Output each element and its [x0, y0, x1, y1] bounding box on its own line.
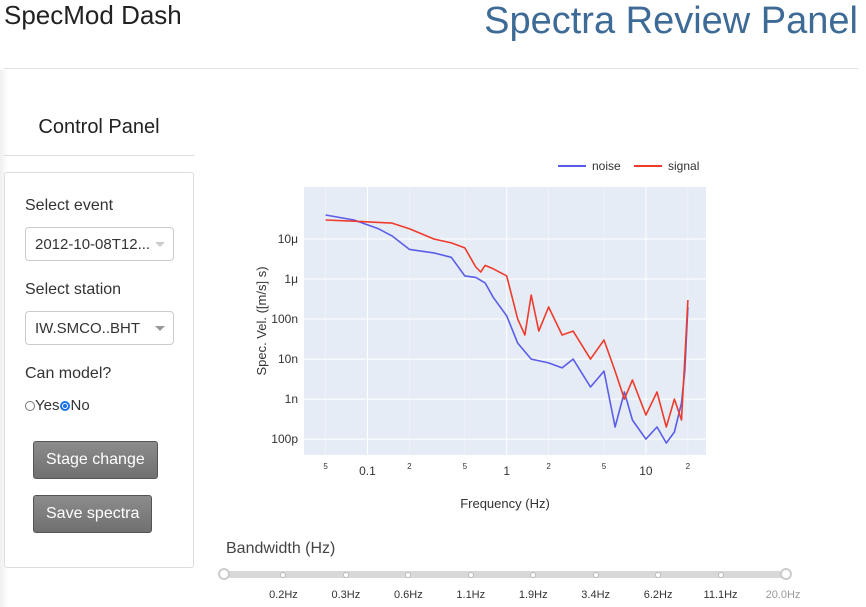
x-tick-label: 10: [639, 464, 653, 478]
bandwidth-label: Bandwidth (Hz): [226, 540, 336, 557]
bandwidth-slider-dot: [342, 572, 349, 578]
bandwidth-mark[interactable]: 0.6Hz: [393, 589, 423, 601]
grid-lines: [304, 187, 706, 455]
bandwidth-mark[interactable]: 20.0Hz: [765, 589, 801, 601]
bandwidth-slider-dot: [280, 572, 287, 578]
control-panel-divider: [4, 155, 194, 156]
x-minor-tick-label: 5: [463, 462, 468, 471]
can-model-radio-group: Yes No: [25, 397, 90, 414]
radio-yes-label: Yes: [35, 397, 60, 414]
chevron-down-icon: [155, 241, 165, 247]
y-tick-label: 1μ: [284, 272, 298, 286]
station-label: Select station: [25, 281, 122, 298]
header-divider: [4, 68, 858, 69]
y-tick-label: 100p: [271, 432, 298, 446]
bandwidth-mark[interactable]: 11.1Hz: [703, 589, 738, 601]
event-dropdown-value: 2012-10-08T12...: [35, 235, 151, 253]
bandwidth-slider-dot: [592, 572, 599, 578]
bandwidth-mark[interactable]: 0.3Hz: [331, 589, 361, 601]
x-tick-label: 1: [503, 464, 510, 478]
control-panel-heading: Control Panel: [38, 116, 160, 138]
y-axis-label: Spec. Vel. ([m/s] s): [254, 266, 269, 375]
event-label: Select event: [25, 197, 114, 214]
x-minor-tick-label: 2: [686, 462, 691, 471]
chart-legend[interactable]: noise signal: [558, 159, 699, 173]
bandwidth-mark[interactable]: 6.2Hz: [643, 589, 673, 601]
bandwidth-slider-dot: [405, 572, 412, 578]
bandwidth-mark[interactable]: 0.2Hz: [269, 589, 298, 601]
bandwidth-slider-dot: [530, 572, 537, 578]
radio-no[interactable]: [60, 400, 71, 411]
plot-area: [304, 187, 706, 455]
app-title: SpecMod Dash: [4, 0, 182, 30]
chevron-down-icon: [155, 325, 165, 331]
bandwidth-slider-dot: [717, 572, 724, 578]
legend-noise-label: noise: [592, 159, 621, 173]
y-tick-labels: 10μ 1μ 100n 10n 1n 100p: [271, 232, 298, 446]
station-dropdown[interactable]: IW.SMCO..BHT: [25, 311, 174, 345]
control-panel: Select event 2012-10-08T12... Select sta…: [4, 172, 194, 568]
x-tick-label: 0.1: [359, 464, 376, 478]
bandwidth-mark[interactable]: 3.4Hz: [581, 589, 611, 601]
bandwidth-mark[interactable]: 1.9Hz: [518, 589, 548, 601]
save-spectra-button[interactable]: Save spectra: [33, 495, 153, 533]
spectra-chart[interactable]: 0.1 1 10 5 2 5 2 5 2 10μ 1μ 100n 10n 1n 100p Frequenc…: [240, 150, 720, 520]
x-minor-tick-label: 2: [407, 462, 412, 471]
radio-yes[interactable]: [25, 400, 35, 411]
x-axis-label: Frequency (Hz): [460, 496, 550, 511]
station-dropdown-value: IW.SMCO..BHT: [35, 319, 140, 337]
bandwidth-mark[interactable]: 1.1Hz: [456, 589, 486, 601]
x-minor-tick-label: 2: [546, 462, 551, 471]
legend-signal-label: signal: [668, 159, 699, 173]
bandwidth-slider-track[interactable]: [224, 571, 786, 578]
x-tick-labels: 0.1 1 10 5 2 5 2 5 2: [323, 462, 690, 478]
event-dropdown[interactable]: 2012-10-08T12...: [25, 227, 174, 261]
bandwidth-slider-handle-end[interactable]: [780, 568, 792, 580]
bandwidth-slider-handle-start[interactable]: [218, 568, 230, 580]
series-lines: [325, 214, 689, 444]
bandwidth-slider-dot: [655, 572, 662, 578]
x-minor-tick-label: 5: [602, 462, 607, 471]
page-title: Spectra Review Panel: [484, 0, 858, 42]
series-noise-line: [325, 214, 689, 444]
bandwidth-slider-dot: [467, 572, 474, 578]
y-tick-label: 100n: [271, 312, 298, 326]
y-tick-label: 1n: [285, 392, 298, 406]
stage-change-button[interactable]: Stage change: [33, 441, 158, 479]
radio-no-label: No: [70, 397, 90, 414]
y-tick-label: 10n: [278, 352, 298, 366]
x-minor-tick-label: 5: [323, 462, 328, 471]
can-model-label: Can model?: [25, 365, 112, 382]
series-signal-line: [325, 219, 689, 428]
y-tick-label: 10μ: [278, 232, 298, 246]
